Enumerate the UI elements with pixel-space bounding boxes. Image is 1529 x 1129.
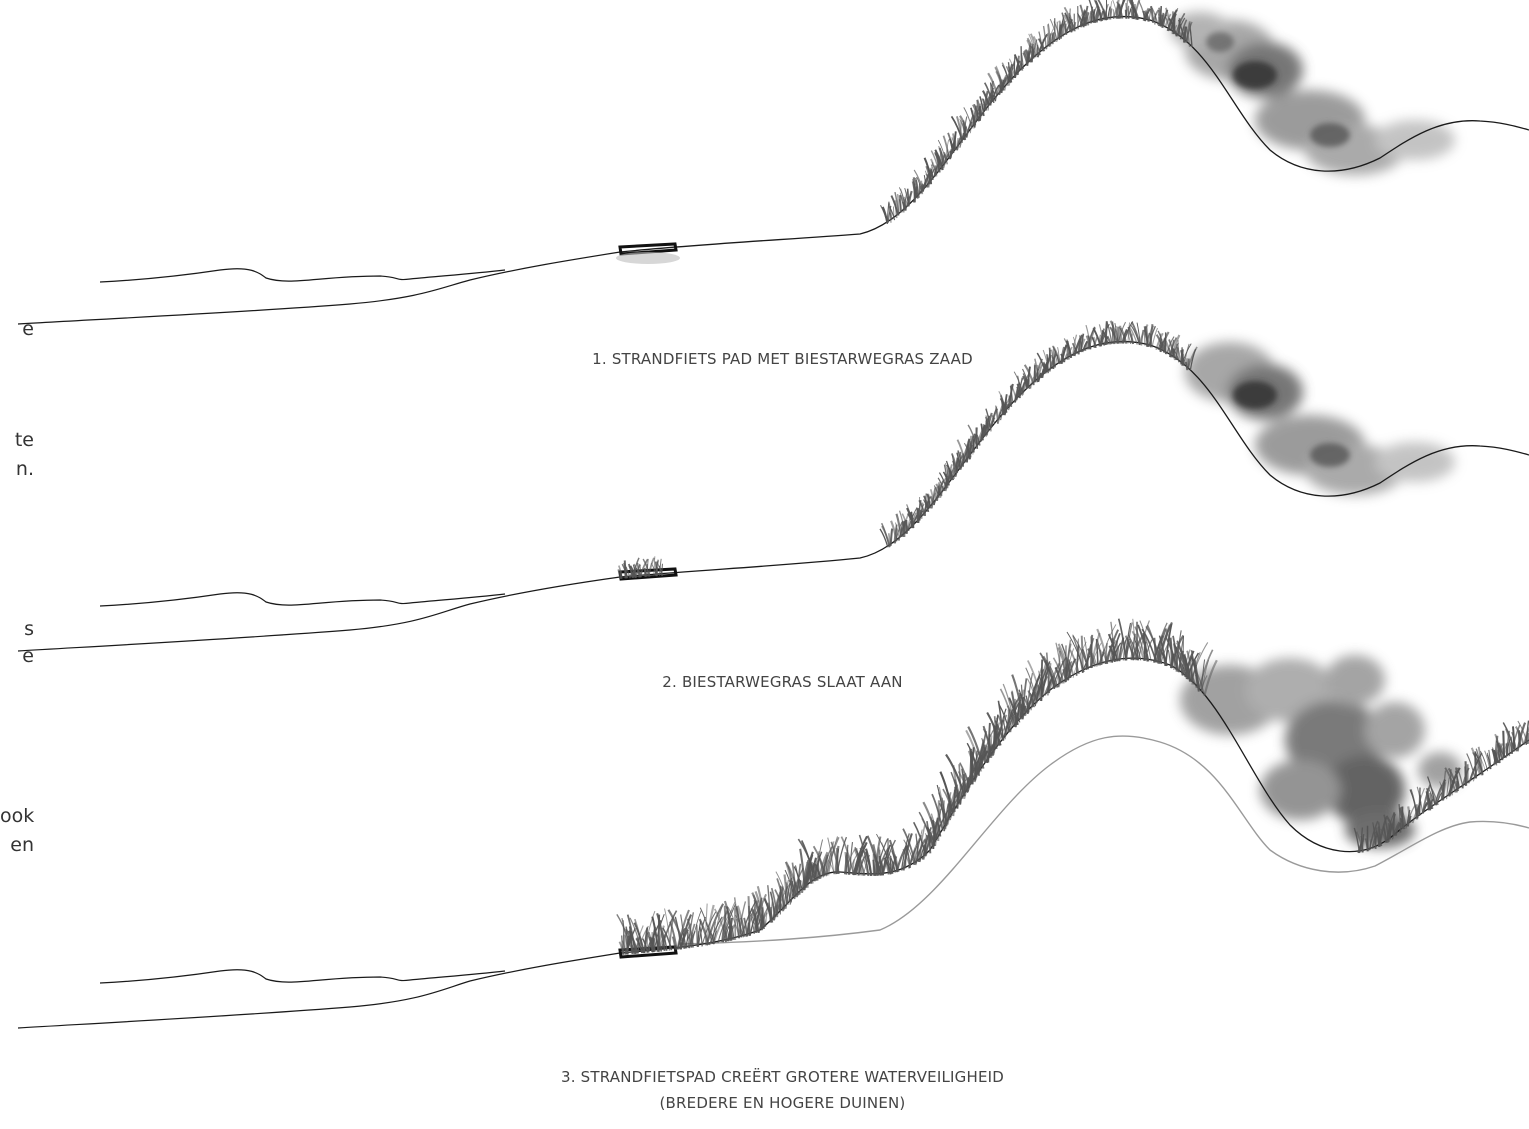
caption-stage-3-line2: (BREDERE EN HOGERE DUINEN) (18, 1094, 1529, 1112)
grass-blade (624, 935, 625, 955)
grass-blade (908, 189, 909, 207)
grass-blade (1044, 26, 1047, 49)
beach-line-upper-1 (100, 269, 505, 282)
caption-stage-1: 1. STRANDFIETS PAD MET BIESTARWEGRAS ZAA… (18, 350, 1529, 368)
cropped-text-fragment: s (0, 616, 34, 642)
beach-line-lower-2 (18, 577, 620, 651)
grass-blade (957, 138, 958, 148)
caption-stage-2: 2. BIESTARWEGRAS SLAAT AAN (18, 673, 1529, 691)
beach-line-upper-3 (100, 970, 505, 983)
grass-blade (915, 189, 916, 198)
grass-blade (810, 867, 811, 883)
grass-blade (697, 925, 698, 947)
grass-blade (1074, 22, 1075, 30)
profile-1 (18, 0, 1529, 324)
grass-blade (1043, 39, 1044, 49)
grass-blade (656, 562, 657, 576)
grass-blade (1009, 395, 1010, 407)
beach-line-lower-3 (18, 953, 620, 1028)
profile-2 (18, 321, 1529, 651)
beach-line-upper-2 (100, 593, 505, 606)
grass-blade (935, 165, 936, 175)
caption-stage-3: 3. STRANDFIETSPAD CREËRT GROTERE WATERVE… (18, 1068, 1529, 1086)
cropped-text-fragment: ook (0, 803, 34, 829)
grass-blade (1097, 639, 1098, 665)
cropped-text-fragment: n. (0, 456, 34, 482)
grass-blade (622, 936, 623, 955)
grass-blade (1126, 3, 1127, 19)
grass-band-1 (881, 0, 1193, 224)
grass-blade (893, 206, 894, 218)
grass-blade (900, 195, 901, 212)
beach-line-lower-1 (18, 252, 620, 324)
cropped-text-fragment: e (0, 643, 34, 669)
grass-blade (749, 896, 750, 936)
grass-blade (883, 207, 888, 223)
cropped-text-fragment: te (0, 427, 34, 453)
grass-blade (954, 790, 955, 812)
cropped-text-fragment: e (0, 316, 34, 342)
cropped-text-fragment: en (0, 832, 34, 858)
